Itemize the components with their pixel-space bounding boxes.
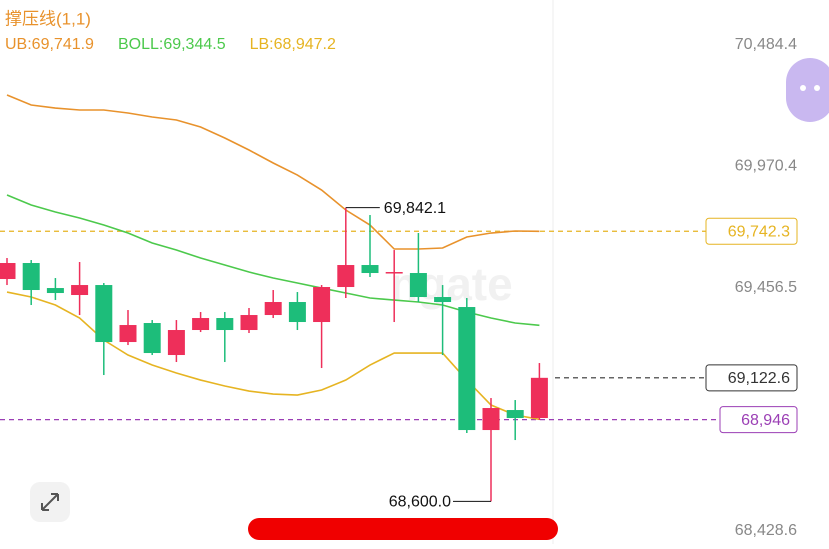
candle-body bbox=[119, 325, 137, 343]
expand-icon bbox=[41, 493, 59, 511]
candle-body bbox=[434, 297, 452, 303]
price-tag bbox=[719, 406, 798, 434]
price-tag-label: 68,946 bbox=[741, 412, 790, 429]
assistant-button[interactable] bbox=[786, 58, 829, 122]
y-tick-label: 68,428.6 bbox=[735, 522, 797, 539]
y-tick-label: 69,970.4 bbox=[735, 158, 797, 175]
high-annotation: 69,842.1 bbox=[384, 200, 446, 217]
highlight-bar bbox=[248, 518, 558, 540]
price-tag bbox=[705, 364, 798, 392]
candle-body bbox=[313, 287, 331, 323]
candle-body bbox=[458, 307, 476, 431]
candle-body bbox=[167, 330, 185, 356]
candle-body bbox=[95, 285, 113, 343]
legend: UB:69,741.9 BOLL:69,344.5 LB:68,947.2 bbox=[5, 36, 336, 53]
expand-button[interactable] bbox=[30, 482, 70, 522]
y-tick-label: 69,456.5 bbox=[735, 279, 797, 296]
candle-body bbox=[143, 323, 161, 354]
candle-body bbox=[385, 272, 403, 274]
candle-body bbox=[264, 302, 282, 316]
band-line bbox=[6, 194, 540, 327]
price-tag-label: 69,122.6 bbox=[728, 370, 790, 387]
candle-body bbox=[192, 318, 210, 331]
candle-body bbox=[0, 263, 16, 280]
candle-body bbox=[22, 263, 40, 291]
candle-body bbox=[361, 265, 379, 274]
band-line bbox=[6, 94, 540, 250]
candle-body bbox=[337, 265, 355, 288]
y-tick-label: 70,484.4 bbox=[735, 36, 797, 53]
legend-entry: LB:68,947.2 bbox=[250, 36, 336, 53]
legend-entry: UB:69,741.9 bbox=[5, 36, 94, 53]
candle-body bbox=[506, 410, 524, 419]
candle-body bbox=[530, 377, 548, 419]
candle-body bbox=[409, 273, 427, 298]
candle-body bbox=[46, 288, 64, 294]
candle-body bbox=[482, 408, 500, 431]
plot bbox=[0, 94, 720, 502]
candle-body bbox=[288, 302, 306, 323]
price-tag-label: 69,742.3 bbox=[728, 223, 790, 240]
watermark: ngate bbox=[390, 258, 513, 310]
candle-body bbox=[71, 285, 89, 296]
eye bbox=[814, 85, 820, 91]
chart-title: 撑压线(1,1) bbox=[5, 9, 91, 28]
candle-body bbox=[240, 315, 258, 331]
low-annotation: 68,600.0 bbox=[389, 494, 451, 511]
price-tag bbox=[705, 217, 798, 245]
legend-entry: BOLL:69,344.5 bbox=[118, 36, 226, 53]
eye bbox=[800, 85, 806, 91]
bubble[interactable] bbox=[786, 58, 829, 122]
candle-body bbox=[216, 318, 234, 331]
